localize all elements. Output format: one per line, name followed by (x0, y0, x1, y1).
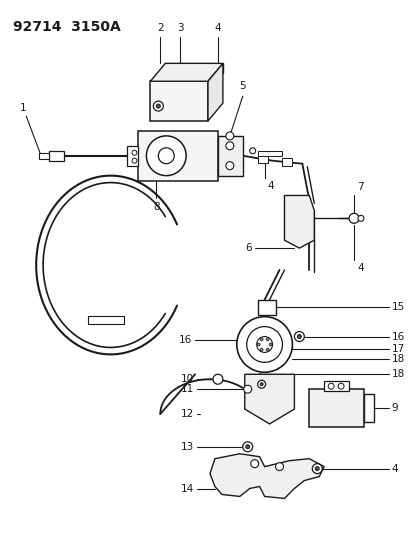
Text: 13: 13 (180, 442, 194, 452)
Text: 2: 2 (157, 22, 163, 33)
Bar (88, 316, 123, 324)
Circle shape (256, 336, 272, 352)
Circle shape (250, 459, 258, 467)
Circle shape (256, 343, 259, 346)
Circle shape (156, 104, 160, 108)
Circle shape (153, 101, 163, 111)
Text: 7: 7 (356, 182, 363, 192)
Circle shape (236, 317, 292, 372)
Circle shape (243, 385, 251, 393)
Text: 8: 8 (153, 203, 159, 213)
Text: 16: 16 (178, 335, 192, 344)
Circle shape (337, 383, 343, 389)
Bar (150, 81, 207, 121)
Circle shape (225, 142, 233, 150)
Circle shape (275, 463, 283, 471)
Circle shape (257, 380, 265, 388)
Bar (363, 394, 373, 422)
Circle shape (212, 374, 222, 384)
Circle shape (266, 348, 268, 351)
Bar (257, 300, 275, 314)
Text: 3: 3 (176, 22, 183, 33)
Polygon shape (209, 454, 323, 498)
Text: 4: 4 (214, 22, 221, 33)
Text: 12: 12 (180, 409, 194, 419)
Circle shape (294, 332, 304, 342)
Circle shape (311, 464, 321, 474)
Text: 4: 4 (391, 464, 397, 474)
Circle shape (348, 213, 358, 223)
Polygon shape (150, 63, 222, 81)
Text: 18: 18 (391, 369, 404, 379)
Circle shape (315, 467, 318, 471)
Circle shape (268, 343, 271, 346)
Circle shape (266, 338, 268, 341)
Text: 16: 16 (391, 332, 404, 342)
Text: 14: 14 (180, 483, 194, 494)
Circle shape (146, 136, 186, 175)
Circle shape (242, 442, 252, 452)
Text: 92714  3150A: 92714 3150A (13, 20, 121, 34)
Text: 11: 11 (180, 384, 194, 394)
Circle shape (357, 215, 363, 221)
Circle shape (246, 327, 282, 362)
Bar (126, 146, 138, 166)
Text: 4: 4 (267, 181, 273, 191)
Polygon shape (207, 63, 222, 121)
Circle shape (249, 148, 255, 154)
Circle shape (328, 383, 333, 389)
Polygon shape (284, 196, 313, 248)
Circle shape (132, 158, 137, 163)
Circle shape (245, 445, 249, 449)
Polygon shape (217, 136, 242, 175)
Text: 9: 9 (391, 403, 397, 413)
Text: 1: 1 (20, 103, 26, 113)
Text: 6: 6 (244, 243, 251, 253)
Bar (323, 381, 348, 391)
Circle shape (259, 348, 263, 351)
Bar (257, 155, 267, 163)
Circle shape (297, 335, 301, 338)
Bar (282, 158, 292, 166)
Circle shape (225, 132, 233, 140)
Text: 18: 18 (391, 354, 404, 365)
Circle shape (132, 150, 137, 155)
Text: 5: 5 (239, 81, 245, 91)
Bar (39, 153, 49, 159)
Bar (309, 389, 363, 427)
Circle shape (225, 161, 233, 169)
Bar (138, 131, 217, 181)
Circle shape (158, 148, 174, 164)
Circle shape (259, 383, 263, 386)
Circle shape (259, 338, 263, 341)
Text: 17: 17 (391, 344, 404, 354)
Polygon shape (244, 374, 294, 424)
Text: 10: 10 (180, 374, 194, 384)
Text: 4: 4 (356, 263, 363, 273)
Bar (49, 151, 64, 161)
Text: 15: 15 (391, 302, 404, 312)
Bar (257, 151, 282, 156)
